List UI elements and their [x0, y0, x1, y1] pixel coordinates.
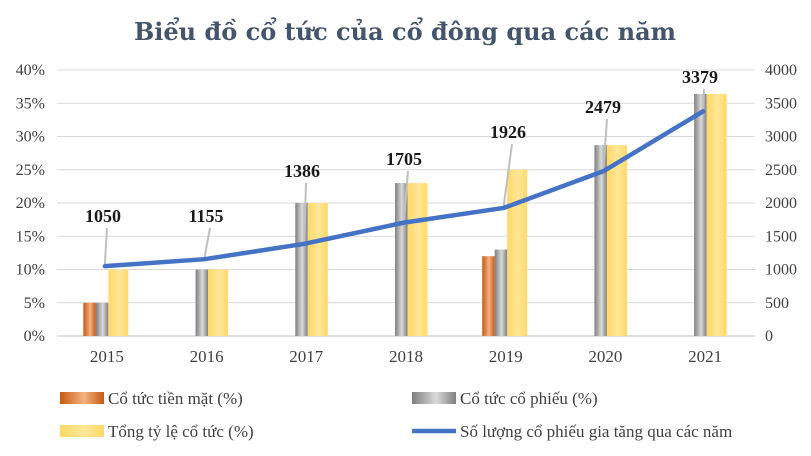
legend-swatch [412, 392, 456, 404]
legend-label: Cổ tức tiền mặt (%) [108, 389, 243, 408]
label-leader-lines [103, 88, 705, 265]
x-axis: 2015 2016 2017 2018 2019 2020 2021 [90, 347, 722, 366]
chart-title: Biểu đồ cổ tức của cổ đông qua các năm [134, 17, 676, 46]
data-labels: 1050 1155 1386 1705 1926 2479 3379 [85, 67, 718, 226]
legend-item: Cổ tức tiền mặt (%) [60, 389, 243, 408]
y-axis-right: 0 500 1000 1500 2000 2500 3000 3500 4000 [765, 62, 797, 345]
x-tick-label: 2017 [289, 347, 324, 366]
bar-total [307, 203, 328, 336]
data-label: 1926 [490, 122, 526, 142]
leader-line [303, 182, 307, 242]
x-tick-label: 2019 [489, 347, 523, 366]
y-right-tick-label: 1500 [765, 228, 797, 245]
bar-cash [482, 256, 495, 336]
x-tick-label: 2021 [688, 347, 722, 366]
bar-stock [95, 302, 109, 336]
leader-line [702, 88, 705, 110]
x-tick-label: 2015 [90, 347, 124, 366]
legend-swatch [60, 392, 104, 404]
y-right-tick-label: 3000 [765, 129, 797, 146]
leader-line [203, 227, 211, 258]
data-label: 1386 [284, 161, 320, 181]
y-right-tick-label: 500 [765, 295, 789, 312]
bar-cash [83, 302, 96, 336]
y-right-tick-label: 1000 [765, 262, 797, 279]
y-left-tick-label: 10% [16, 262, 45, 279]
bar-total [507, 169, 528, 336]
leader-line [103, 227, 108, 265]
legend: Cổ tức tiền mặt (%) Cổ tức cổ phiếu (%) Tổ… [60, 389, 732, 441]
share-count-line [102, 109, 706, 269]
legend-item: Tổng tỷ lệ cổ tức (%) [60, 422, 254, 441]
legend-swatch [60, 425, 104, 437]
legend-item: Số lượng cổ phiếu gia tăng qua các năm [412, 422, 732, 441]
x-tick-label: 2016 [190, 347, 224, 366]
x-tick-label: 2018 [389, 347, 423, 366]
data-label: 1705 [386, 149, 422, 169]
leader-line [602, 118, 608, 170]
legend-label: Tổng tỷ lệ cổ tức (%) [108, 422, 254, 441]
bar-stock [295, 203, 308, 336]
bar-stock [195, 269, 209, 336]
y-right-tick-label: 2500 [765, 162, 797, 179]
legend-label: Số lượng cổ phiếu gia tăng qua các năm [460, 422, 732, 441]
y-left-tick-label: 40% [16, 62, 45, 79]
y-left-tick-label: 30% [16, 129, 45, 146]
y-left-tick-label: 25% [16, 162, 45, 179]
y-left-tick-label: 20% [16, 195, 45, 212]
y-right-tick-label: 4000 [765, 62, 797, 79]
bar-total [208, 269, 229, 336]
y-right-tick-label: 3500 [765, 95, 797, 112]
bar-total [407, 183, 428, 336]
y-right-tick-label: 2000 [765, 195, 797, 212]
legend-item: Cổ tức cổ phiếu (%) [412, 389, 598, 408]
bar-total [606, 145, 627, 336]
legend-label: Cổ tức cổ phiếu (%) [460, 389, 598, 408]
x-tick-label: 2020 [588, 347, 622, 366]
y-left-tick-label: 15% [16, 228, 45, 245]
y-left-tick-label: 5% [24, 295, 45, 312]
leader-line [502, 143, 513, 207]
bar-stock [694, 93, 707, 336]
data-label: 3379 [682, 67, 718, 87]
y-left-tick-label: 0% [24, 328, 45, 345]
line-series [102, 109, 706, 269]
leader-line [403, 170, 409, 221]
bar-total [706, 93, 727, 336]
y-left-tick-label: 35% [16, 95, 45, 112]
data-label: 2479 [585, 97, 621, 117]
data-label: 1050 [85, 206, 121, 226]
y-axis-left: 0% 5% 10% 15% 20% 25% 30% 35% 40% [16, 62, 45, 345]
bar-stock [494, 249, 508, 336]
data-label: 1155 [188, 206, 223, 226]
bar-stock [594, 145, 607, 336]
y-right-tick-label: 0 [765, 328, 773, 345]
bar-total [108, 269, 129, 336]
